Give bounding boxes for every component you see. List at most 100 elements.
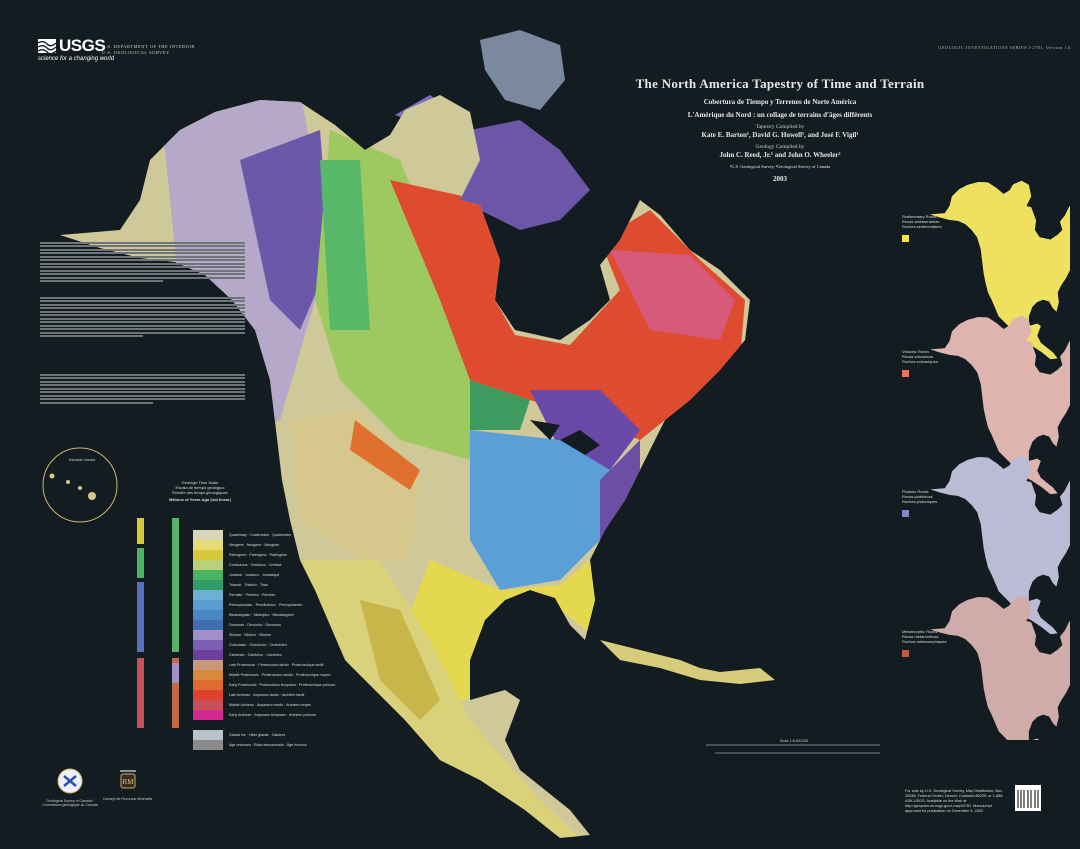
inset-map: [930, 595, 1070, 740]
legend-label: Cretaceous · Cretácico · Crétacé: [229, 563, 282, 567]
legend-label: Middle Proterozoic · Proterozoico medio …: [229, 673, 331, 677]
gsc-seal-icon: [57, 768, 83, 794]
inset-label: Rocas sedimentarias: [902, 219, 940, 224]
legend-swatch: [193, 640, 223, 650]
inset-label: Roches sédimentaires: [902, 224, 942, 229]
continent: [60, 95, 750, 838]
legend-list: Quaternary · Cuaternario · Quaternaire Ne…: [193, 530, 335, 760]
usgs-logo: USGS science for a changing world: [38, 36, 114, 62]
legend-label: Early Archean · Arqueano temprano · Arch…: [229, 713, 317, 717]
legend-title-fr: Échelle des temps géologiques: [172, 490, 228, 495]
sierra-madre-region: [360, 600, 440, 720]
legend-swatch: [193, 660, 223, 670]
inset-label: Roches volcaniques: [902, 359, 938, 364]
legend-swatch: [193, 740, 223, 750]
publication-year: 2003: [773, 175, 787, 183]
affiliations: ¹U.S. Geological Survey, ²Geological Sur…: [729, 164, 831, 169]
legend-label: Silurian · Silúrico · Silurien: [229, 633, 272, 637]
hawaii-label: Hawaiian Islands: [68, 458, 96, 462]
gsc-logo: Geological Survey of Canada / Commission…: [40, 768, 100, 807]
gsc-logo-text: Geological Survey of Canada / Commission…: [42, 799, 98, 807]
legend-label: Late Archean · Arqueano tardío · Archéen…: [229, 693, 305, 697]
legend-title: Geologic Time Scale: [181, 480, 219, 485]
survey-name: U.S. GEOLOGICAL SURVEY: [102, 50, 170, 55]
legend-swatch: [193, 650, 223, 660]
labrador-region: [610, 250, 735, 340]
svg-text:RM: RM: [122, 778, 134, 786]
terrane-region: [240, 130, 330, 330]
grenville-region: [530, 390, 640, 470]
legend-swatch: [193, 680, 223, 690]
legend-swatch: [193, 670, 223, 680]
map-title-french: L'Amérique du Nord : un collage de terra…: [687, 111, 873, 119]
caribbean-islands: [600, 640, 775, 684]
appalachian-region: [600, 440, 640, 540]
inset-label: Roches plutoniques: [902, 499, 938, 504]
scale-bar: [706, 744, 880, 754]
legend-label: Pennsylvanian · Pensilvánico · Pennsylva…: [229, 603, 303, 607]
legend-label: Triassic · Triásico · Trias: [229, 583, 268, 587]
inset-swatch: [902, 510, 909, 517]
inset-legend: Metamorphic Rocks Rocas metamórficas Roche…: [902, 629, 946, 657]
legend-swatch: [193, 570, 223, 580]
midcontinent-region: [470, 380, 530, 430]
department-name: U.S. DEPARTMENT OF THE INTERIOR: [102, 44, 195, 49]
legend-swatch: [193, 710, 223, 720]
legend-swatch: [193, 700, 223, 710]
legend-label: Quaternary · Cuaternario · Quaternaire: [229, 533, 292, 537]
legend-swatch: [193, 620, 223, 630]
inset-label: Sedimentary Rocks: [902, 214, 937, 219]
series-number: GEOLOGIC INVESTIGATIONS SERIES I-2781, V…: [938, 45, 1071, 50]
hudson-bay: [505, 235, 590, 330]
legend-label: Glacial Ice · Hielo glaciar · Glaciers: [229, 733, 286, 737]
inset-label: Plutonic Rocks: [902, 489, 929, 494]
inset-label: Rocas plutónicas: [902, 494, 933, 499]
crm-logo: RM Consejo de Recursos Minerales: [100, 768, 155, 801]
geology-authors: John C. Reed, Jr.¹ and John O. Wheeler²: [719, 151, 841, 159]
legend-subtitle: Millions of Years Ago (not linear): [168, 497, 231, 502]
tapestry-label: Tapestry Compiled by: [755, 124, 805, 130]
tapestry-authors: Kate E. Barton¹, David G. Howell¹, and J…: [701, 131, 859, 139]
description-text-fr: [40, 372, 245, 405]
inset-label: Volcanic Rocks: [902, 349, 930, 354]
legend-label: Devonian · Devónico · Dévonien: [229, 623, 281, 627]
jurassic-region: [320, 160, 370, 330]
map-title: The North America Tapestry of Time and T…: [635, 76, 925, 91]
scale-label: Scale 1:8,000,000: [780, 739, 809, 743]
legend-label: Late Proterozoic · Proterozoico tardío ·…: [229, 663, 324, 667]
usgs-wordmark: USGS: [59, 36, 106, 55]
legend-label: Middle Archean · Arqueano medio · Archée…: [229, 703, 312, 707]
legend-header: Geologic Time Scale Escala de tiempo geo…: [140, 480, 260, 502]
description-text-en: [40, 240, 245, 284]
sales-note: For sale by U.S. Geological Survey, Map …: [905, 789, 1004, 813]
inset-legend: Volcanic Rocks Rocas volcánicas Roches vol…: [902, 349, 938, 377]
legend-label: Paleogene · Paleógeno · Paléogène: [229, 553, 287, 557]
rocky-mountain-region: [350, 420, 420, 490]
crm-emblem-icon: RM: [119, 770, 136, 789]
legend-swatch: [193, 540, 223, 550]
legend-label: Early Proterozoic · Proterozoico tempran…: [229, 683, 336, 687]
inset-label: Roches métamorphiques: [902, 639, 947, 644]
map-title-spanish: Cobertura de Tiempo y Terrenos de Norte …: [703, 98, 857, 106]
usgs-wave-icon: [38, 39, 56, 53]
legend-swatch: [193, 580, 223, 590]
greenland: [480, 30, 565, 110]
legend-swatch: [193, 610, 223, 620]
great-lakes: [530, 420, 600, 455]
inset-legend: Plutonic Rocks Rocas plutónicas Roches plu…: [902, 489, 937, 517]
inset-label: Metamorphic Rocks: [902, 629, 938, 634]
legend-title-es: Escala de tiempo geológico: [175, 485, 225, 490]
legend-label: Permian · Pérmico · Permien: [229, 593, 276, 597]
legend-swatch: [193, 590, 223, 600]
legend-label: Mississippian · Misisípico · Mississippi…: [229, 613, 294, 617]
inset-legend: Sedimentary Rocks Rocas sedimentarias Roch…: [902, 214, 942, 242]
legend-swatch: [193, 730, 223, 740]
legend-swatch: [193, 560, 223, 570]
legend-label: Age unknown · Edad desconocida · Âge inc…: [229, 743, 307, 747]
hawaii-inset: [42, 447, 118, 523]
barcode-bars: [1017, 790, 1039, 808]
inset-swatch: [902, 235, 909, 242]
agency-block: U.S. DEPARTMENT OF THE INTERIOR U.S. GEO…: [102, 44, 195, 56]
legend-swatch: [193, 550, 223, 560]
title-block: The North America Tapestry of Time and T…: [630, 76, 930, 183]
